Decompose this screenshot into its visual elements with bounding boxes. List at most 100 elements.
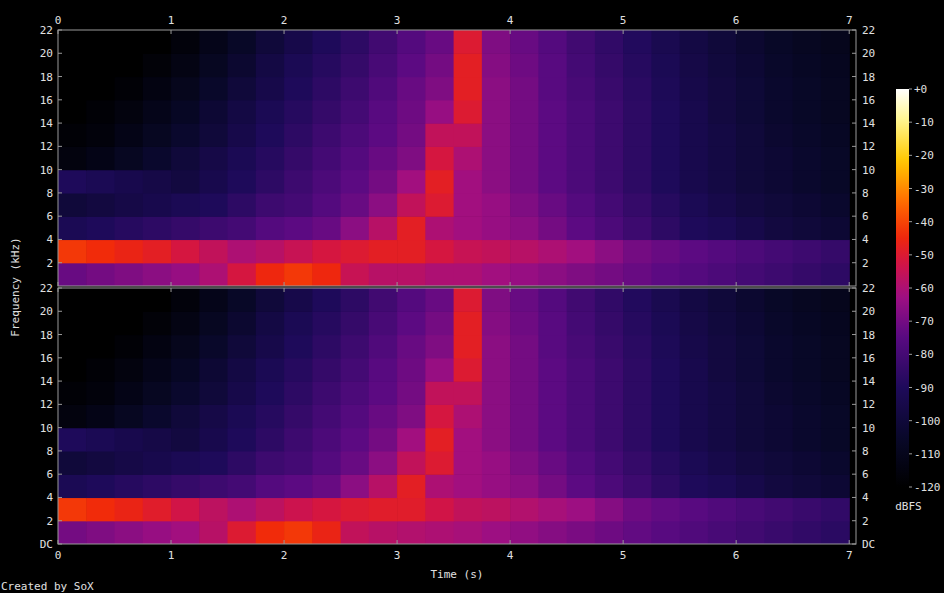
cell	[623, 263, 652, 286]
y-tick-label: 18	[862, 329, 875, 342]
cell	[623, 239, 652, 263]
cell	[143, 53, 172, 77]
cell	[397, 335, 426, 359]
cell	[341, 53, 370, 77]
spectrogram	[58, 288, 850, 544]
cell	[284, 146, 313, 170]
tick	[58, 334, 62, 335]
x-tick-label: 1	[168, 549, 175, 562]
cell	[821, 381, 850, 405]
cell	[425, 239, 454, 263]
cell	[595, 239, 624, 263]
cell	[341, 497, 370, 521]
cell	[595, 451, 624, 475]
tick	[58, 311, 62, 312]
cell	[567, 404, 596, 428]
tick	[58, 540, 59, 544]
cell	[567, 193, 596, 217]
cell	[793, 30, 822, 54]
cell	[736, 30, 765, 54]
cell	[397, 100, 426, 124]
tick	[58, 216, 62, 217]
cell	[312, 381, 341, 405]
cell	[764, 381, 793, 405]
cell	[482, 404, 511, 428]
cell	[312, 53, 341, 77]
cell	[171, 311, 200, 335]
cell	[821, 100, 850, 124]
colorbar-tick-label: -80	[914, 348, 934, 361]
tick	[852, 474, 856, 475]
cell	[708, 474, 737, 498]
cell	[425, 193, 454, 217]
cell	[538, 239, 567, 263]
cell	[171, 146, 200, 170]
tick	[58, 288, 59, 292]
cell	[595, 193, 624, 217]
cell	[228, 311, 257, 335]
cell	[115, 474, 144, 498]
cell	[736, 288, 765, 312]
x-tick-label: 5	[620, 549, 627, 562]
cell	[341, 521, 370, 544]
x-tick-label: 0	[55, 549, 62, 562]
cell	[228, 53, 257, 77]
cell	[397, 497, 426, 521]
tick	[58, 53, 62, 54]
tick	[909, 155, 912, 156]
cell	[680, 474, 709, 498]
cell	[454, 288, 483, 312]
cell	[454, 311, 483, 335]
cell	[284, 239, 313, 263]
tick	[58, 262, 62, 263]
cell	[171, 521, 200, 544]
cell	[86, 311, 115, 335]
cell	[567, 100, 596, 124]
cell	[341, 123, 370, 147]
cell	[567, 451, 596, 475]
y-tick-label: 16	[862, 352, 875, 365]
cell	[86, 358, 115, 382]
cell	[397, 123, 426, 147]
cell	[284, 474, 313, 498]
cell	[764, 428, 793, 452]
cell	[454, 239, 483, 263]
cell	[821, 428, 850, 452]
cell	[312, 311, 341, 335]
cell	[425, 77, 454, 101]
y-tick-label: 14	[40, 117, 54, 130]
cell	[143, 170, 172, 194]
cell	[510, 100, 539, 124]
tick	[58, 192, 62, 193]
cell	[115, 404, 144, 428]
cell	[708, 30, 737, 54]
cell	[680, 358, 709, 382]
cell	[397, 30, 426, 54]
cell	[425, 53, 454, 77]
tick	[58, 239, 62, 240]
cell	[510, 335, 539, 359]
cell	[595, 77, 624, 101]
cell	[425, 146, 454, 170]
tick	[852, 192, 856, 193]
cell	[708, 335, 737, 359]
x-tick-label: 3	[394, 549, 401, 562]
cell	[736, 77, 765, 101]
cell	[256, 30, 285, 54]
cell	[595, 335, 624, 359]
colorbar-tick-label: -100	[914, 415, 941, 428]
cell	[171, 497, 200, 521]
cell	[115, 239, 144, 263]
tick	[909, 221, 912, 222]
cell	[793, 428, 822, 452]
cell	[680, 288, 709, 312]
cell	[651, 30, 680, 54]
cell	[312, 451, 341, 475]
cell	[115, 193, 144, 217]
cell	[425, 381, 454, 405]
cell	[538, 100, 567, 124]
cell	[595, 311, 624, 335]
cell	[199, 170, 228, 194]
tick	[852, 311, 856, 312]
y-tick-label: 2	[862, 515, 869, 528]
